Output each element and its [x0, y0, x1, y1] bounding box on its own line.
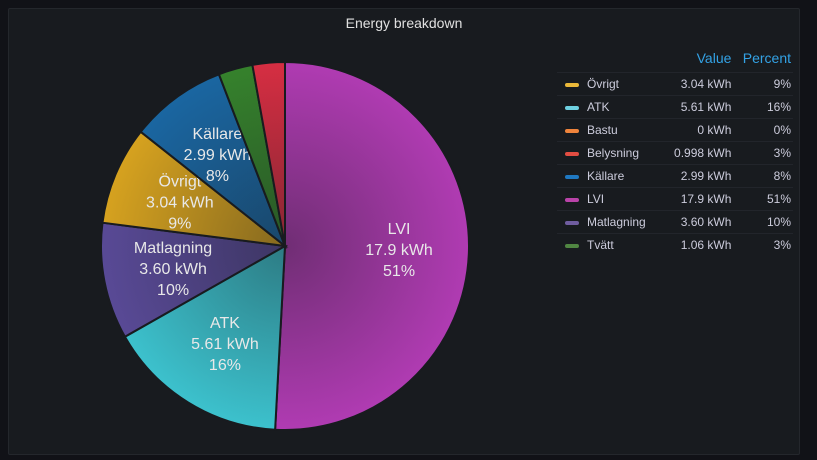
legend-percent: 16% [733, 95, 793, 119]
legend-row-lvi[interactable]: LVI 17.9 kWh 51% [557, 187, 793, 211]
legend-value: 17.9 kWh [663, 187, 734, 211]
pie-label-lvi-name: LVI [388, 221, 411, 238]
legend-row-kallare[interactable]: Källare 2.99 kWh 8% [557, 164, 793, 188]
legend-swatch-icon[interactable] [565, 128, 579, 133]
legend-percent: 3% [733, 233, 793, 256]
legend-value: 5.61 kWh [663, 95, 734, 119]
legend-row-ovrigt[interactable]: Övrigt 3.04 kWh 9% [557, 72, 793, 96]
legend-series-label[interactable]: Tvätt [587, 238, 614, 252]
legend-series-name[interactable]: Övrigt [557, 72, 663, 96]
pie-label-lvi-percent: 51% [383, 263, 415, 280]
legend-value: 3.04 kWh [663, 72, 734, 96]
pie-slice-atk[interactable] [123, 244, 287, 431]
legend-series-label[interactable]: Matlagning [587, 215, 646, 229]
legend-series-label[interactable]: Övrigt [587, 77, 620, 91]
pie-label-atk-name: ATK [210, 315, 240, 332]
chart-panel: Energy breakdown LVI 17.9 kWh 51% ATK 5.61 k… [8, 8, 800, 455]
legend-value: 3.60 kWh [663, 210, 734, 234]
legend-series-label[interactable]: Bastu [587, 123, 618, 137]
pie-label-atk-percent: 16% [209, 357, 241, 374]
legend-series-name[interactable]: LVI [557, 187, 663, 211]
legend-series-name[interactable]: Bastu [557, 118, 663, 142]
legend-swatch-icon[interactable] [565, 220, 579, 225]
legend-percent: 0% [733, 118, 793, 142]
legend-value: 0 kWh [663, 118, 734, 142]
legend-row-tvatt[interactable]: Tvätt 1.06 kWh 3% [557, 233, 793, 256]
legend-series-label[interactable]: Belysning [587, 146, 640, 160]
legend-percent-header[interactable]: Percent [742, 50, 791, 66]
pie-slice-matlagning[interactable] [100, 221, 289, 339]
legend-series-name[interactable]: Tvätt [557, 233, 663, 256]
pie-label-lvi-value: 17.9 kWh [365, 242, 433, 259]
pie-label-matlagning-name: Matlagning [134, 240, 212, 257]
pie-label-atk-value: 5.61 kWh [191, 336, 259, 353]
pie-slice-kallare[interactable] [139, 72, 288, 250]
pie-label-ovrigt-value: 3.04 kWh [146, 195, 214, 212]
legend-series-name[interactable]: Källare [557, 164, 663, 188]
legend-value: 0.998 kWh [663, 141, 734, 165]
legend-swatch-icon[interactable] [565, 243, 579, 248]
legend-header-row: Value Percent [557, 46, 793, 73]
legend-table: Value Percent Övrigt 3.04 kWh 9% ATK 5.61 kW… [557, 46, 793, 256]
legend-value-header[interactable]: Value [696, 50, 732, 66]
pie-label-matlagning-percent: 10% [157, 282, 189, 299]
pie-label-ovrigt-name: Övrigt [159, 173, 202, 191]
legend-row-belysning[interactable]: Belysning 0.998 kWh 3% [557, 141, 793, 165]
pie-slice-belysning[interactable] [251, 60, 286, 247]
pie-slice-lvi[interactable] [274, 60, 471, 431]
legend-row-matlagning[interactable]: Matlagning 3.60 kWh 10% [557, 210, 793, 234]
legend-swatch-icon[interactable] [565, 151, 579, 156]
legend-series-label[interactable]: LVI [587, 192, 605, 206]
legend-swatch-icon[interactable] [565, 82, 579, 87]
pie-label-kallare-value: 2.99 kWh [184, 147, 252, 164]
legend-value: 1.06 kWh [663, 233, 734, 256]
legend-name-header [557, 46, 663, 73]
legend-swatch-icon[interactable] [565, 197, 579, 202]
pie-label-ovrigt-percent: 9% [168, 216, 191, 233]
legend-percent: 10% [733, 210, 793, 234]
legend-swatch-icon[interactable] [565, 174, 579, 179]
legend-row-atk[interactable]: ATK 5.61 kWh 16% [557, 95, 793, 119]
legend-series-label[interactable]: ATK [587, 100, 610, 114]
legend-swatch-icon[interactable] [565, 105, 579, 110]
pie-chart: LVI 17.9 kWh 51% ATK 5.61 kWh 16% Matlagning 3.… [100, 60, 471, 431]
legend-series-name[interactable]: ATK [557, 95, 663, 119]
pie-label-matlagning-value: 3.60 kWh [139, 261, 207, 278]
pie-slice-ovrigt[interactable] [101, 130, 289, 248]
legend-percent: 51% [733, 187, 793, 211]
legend-series-name[interactable]: Matlagning [557, 210, 663, 234]
legend-row-bastu[interactable]: Bastu 0 kWh 0% [557, 118, 793, 142]
legend-value: 2.99 kWh [663, 164, 734, 188]
pie-label-kallare-name: Källare [192, 126, 242, 143]
legend-percent: 3% [733, 141, 793, 165]
legend-series-name[interactable]: Belysning [557, 141, 663, 165]
legend-series-label[interactable]: Källare [587, 169, 625, 183]
legend-percent: 8% [733, 164, 793, 188]
panel-title: Energy breakdown [345, 15, 463, 31]
pie-label-kallare-percent: 8% [206, 168, 229, 185]
legend-percent: 9% [733, 72, 793, 96]
